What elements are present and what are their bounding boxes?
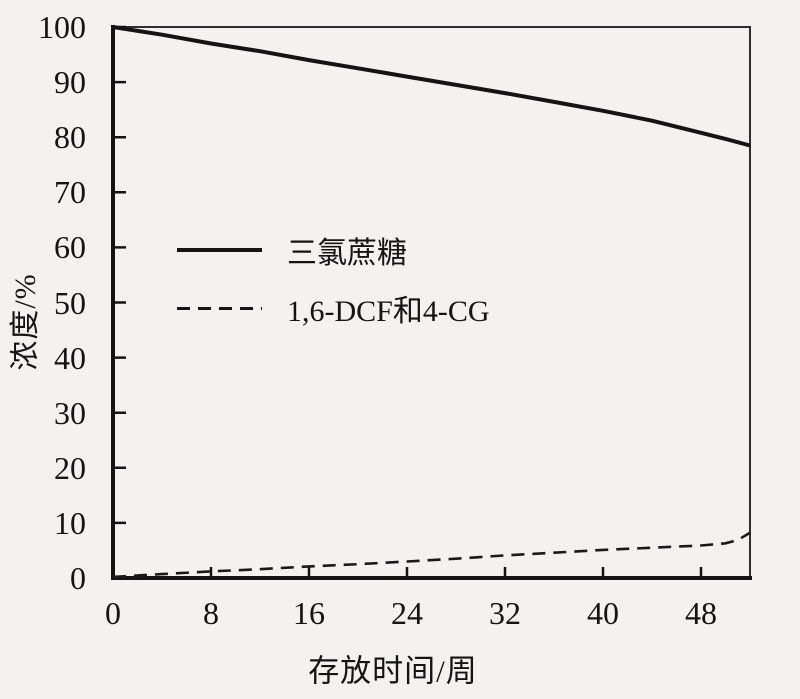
legend: 三氯蔗糖 1,6-DCF和4-CG	[177, 228, 490, 330]
y-tick-label: 0	[70, 560, 86, 596]
axis-lines	[111, 25, 752, 580]
y-tick-label: 10	[54, 504, 86, 541]
x-tick-label: 16	[293, 595, 325, 631]
x-tick-label: 0	[105, 595, 121, 631]
y-tick-label: 80	[54, 119, 86, 156]
y-axis-title: 浓度/%	[9, 273, 42, 371]
y-tick-label: 20	[54, 449, 86, 486]
y-tick-label: 100	[38, 9, 86, 45]
x-tick-label: 8	[203, 595, 219, 631]
x-tick-label: 48	[685, 595, 717, 631]
y-tick-label: 90	[54, 64, 86, 101]
series-line-sucralose	[112, 25, 751, 148]
x-axis-title: 存放时间/周	[308, 653, 478, 689]
legend-dashed-line-swatch	[177, 306, 262, 310]
legend-label-sucralose: 三氯蔗糖	[287, 237, 407, 270]
y-tick-label: 30	[54, 394, 86, 431]
y-tick-label: 50	[54, 284, 86, 321]
legend-item-dcf-cg: 1,6-DCF和4-CG	[177, 286, 490, 330]
legend-solid-line-swatch	[177, 248, 262, 252]
series-line-dcf-cg	[112, 531, 751, 579]
x-tick-label: 32	[489, 595, 521, 631]
legend-label-dcf-cg: 1,6-DCF和4-CG	[287, 295, 490, 328]
y-tick-label: 70	[54, 174, 86, 211]
x-tick-label: 40	[587, 595, 619, 631]
y-tick-label: 60	[54, 229, 86, 266]
x-tick-label: 24	[391, 595, 423, 631]
y-tick-label: 40	[54, 339, 86, 376]
legend-item-sucralose: 三氯蔗糖	[177, 228, 490, 272]
